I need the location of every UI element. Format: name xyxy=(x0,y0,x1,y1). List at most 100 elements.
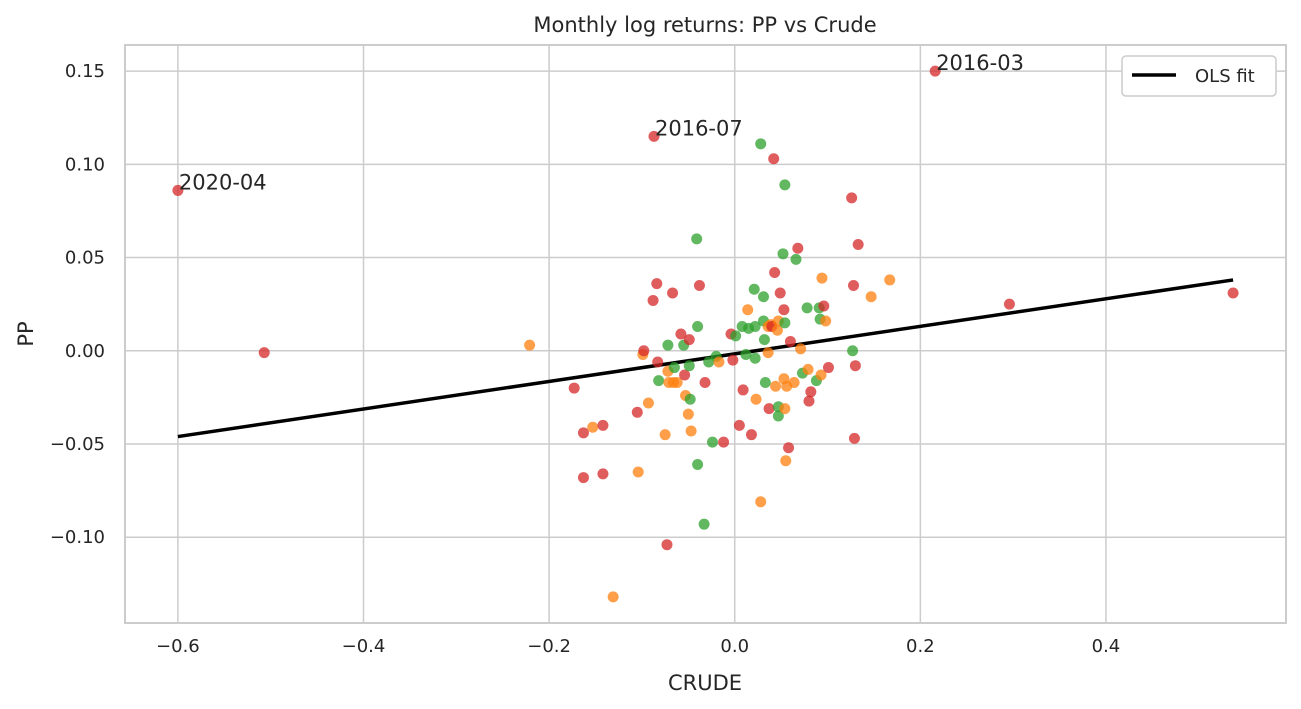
y-axis-label: PP xyxy=(14,321,38,346)
data-point xyxy=(740,349,752,361)
data-point xyxy=(647,294,659,306)
data-point xyxy=(172,184,184,196)
data-point xyxy=(718,436,730,448)
data-point xyxy=(698,518,710,530)
x-tick-label: 0.2 xyxy=(906,636,935,657)
data-point xyxy=(745,429,757,441)
data-point xyxy=(671,376,683,388)
data-point xyxy=(737,384,749,396)
data-point xyxy=(784,335,796,347)
y-tick-label: 0.15 xyxy=(65,61,105,82)
x-tick-label: 0.4 xyxy=(1092,636,1121,657)
data-point xyxy=(848,432,860,444)
data-point xyxy=(758,334,770,346)
data-point xyxy=(771,324,783,336)
legend-entry-ols: OLS fit xyxy=(1195,66,1255,87)
data-point xyxy=(763,403,775,415)
chart-title: Monthly log returns: PP vs Crude xyxy=(533,13,876,37)
point-annotation: 2016-07 xyxy=(655,116,743,140)
data-point xyxy=(662,339,674,351)
data-point xyxy=(768,153,780,165)
data-point xyxy=(820,315,832,327)
x-tick-labels: −0.6 −0.4 −0.2 0.0 0.2 0.4 xyxy=(156,636,1120,657)
data-point xyxy=(748,283,760,295)
data-point xyxy=(750,393,762,405)
data-point xyxy=(524,339,536,351)
data-point xyxy=(682,408,694,420)
data-point xyxy=(884,274,896,286)
data-point xyxy=(685,425,697,437)
data-point xyxy=(597,468,609,480)
y-tick-label: −0.05 xyxy=(50,434,105,455)
data-point xyxy=(779,179,791,191)
x-tick-label: −0.4 xyxy=(342,636,386,657)
y-tick-label: 0.00 xyxy=(65,341,105,362)
data-point xyxy=(848,280,860,292)
data-point xyxy=(772,410,784,422)
data-point xyxy=(816,272,828,284)
data-point xyxy=(667,287,679,299)
data-point xyxy=(607,591,619,603)
data-point xyxy=(679,369,691,381)
data-point xyxy=(777,248,789,260)
data-point xyxy=(577,427,589,439)
data-point xyxy=(691,233,703,245)
data-point xyxy=(638,345,650,357)
point-annotation: 2020-04 xyxy=(179,170,267,194)
legend-box xyxy=(1121,55,1277,97)
data-point xyxy=(770,380,782,392)
data-point xyxy=(642,397,654,409)
data-point xyxy=(749,321,761,333)
point-annotation: 2016-03 xyxy=(936,51,1024,75)
data-point xyxy=(648,130,660,142)
data-point xyxy=(749,352,761,364)
data-point xyxy=(568,382,580,394)
data-point xyxy=(661,539,673,551)
data-point xyxy=(652,356,664,368)
data-point xyxy=(706,436,718,448)
data-point xyxy=(865,291,877,303)
data-point xyxy=(755,496,767,508)
data-point xyxy=(683,360,695,372)
data-point xyxy=(822,362,834,374)
data-point xyxy=(774,287,786,299)
data-point xyxy=(929,65,941,77)
data-point xyxy=(815,369,827,381)
data-point xyxy=(769,266,781,278)
x-axis-label: CRUDE xyxy=(668,671,742,695)
y-tick-label: 0.10 xyxy=(65,154,105,175)
data-point xyxy=(805,386,817,398)
data-point xyxy=(684,393,696,405)
data-point xyxy=(668,362,680,374)
data-point xyxy=(631,406,643,418)
data-point xyxy=(762,347,774,359)
data-point xyxy=(801,302,813,314)
data-point xyxy=(852,239,864,251)
x-tick-label: 0.0 xyxy=(720,636,749,657)
data-point xyxy=(779,317,791,329)
data-point xyxy=(692,321,704,333)
data-point xyxy=(742,304,754,316)
data-point xyxy=(632,466,644,478)
data-point xyxy=(733,419,745,431)
data-point xyxy=(849,360,861,372)
legend: OLS fit xyxy=(1121,55,1277,97)
data-point xyxy=(693,280,705,292)
data-point xyxy=(788,376,800,388)
x-tick-label: −0.6 xyxy=(156,636,200,657)
data-point xyxy=(783,442,795,454)
y-tick-label: 0.05 xyxy=(65,248,105,269)
annotations-layer: 2020-04 2016-07 2016-03 xyxy=(179,51,1024,194)
data-point xyxy=(758,291,770,303)
data-point xyxy=(759,376,771,388)
data-point xyxy=(659,429,671,441)
data-point xyxy=(818,300,830,312)
data-point xyxy=(727,354,739,366)
data-point xyxy=(792,242,804,254)
data-point xyxy=(846,192,858,204)
y-tick-label: −0.10 xyxy=(50,527,105,548)
data-point xyxy=(587,421,599,433)
data-point xyxy=(795,343,807,355)
plot-frame xyxy=(124,44,1287,624)
data-point xyxy=(675,328,687,340)
